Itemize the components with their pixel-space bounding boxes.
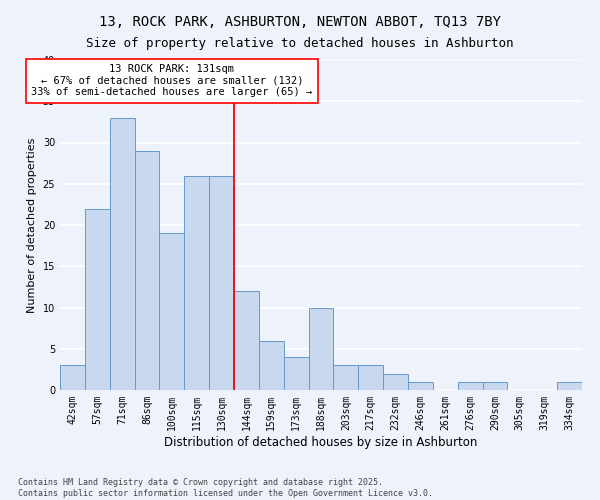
X-axis label: Distribution of detached houses by size in Ashburton: Distribution of detached houses by size … (164, 436, 478, 448)
Y-axis label: Number of detached properties: Number of detached properties (27, 138, 37, 312)
Bar (284, 357, 308, 390)
Bar (334, 365, 358, 390)
Bar (209, 176, 234, 390)
Bar (308, 308, 334, 390)
Bar (184, 176, 209, 390)
Bar (557, 382, 582, 390)
Bar (259, 340, 284, 390)
Bar (110, 118, 134, 390)
Text: Contains HM Land Registry data © Crown copyright and database right 2025.
Contai: Contains HM Land Registry data © Crown c… (18, 478, 433, 498)
Bar (160, 233, 184, 390)
Text: Size of property relative to detached houses in Ashburton: Size of property relative to detached ho… (86, 38, 514, 51)
Bar (383, 374, 408, 390)
Bar (85, 208, 110, 390)
Bar (234, 291, 259, 390)
Text: 13 ROCK PARK: 131sqm
← 67% of detached houses are smaller (132)
33% of semi-deta: 13 ROCK PARK: 131sqm ← 67% of detached h… (31, 64, 313, 98)
Bar (134, 151, 160, 390)
Bar (408, 382, 433, 390)
Text: 13, ROCK PARK, ASHBURTON, NEWTON ABBOT, TQ13 7BY: 13, ROCK PARK, ASHBURTON, NEWTON ABBOT, … (99, 15, 501, 29)
Bar (60, 365, 85, 390)
Bar (458, 382, 482, 390)
Bar (358, 365, 383, 390)
Bar (482, 382, 508, 390)
